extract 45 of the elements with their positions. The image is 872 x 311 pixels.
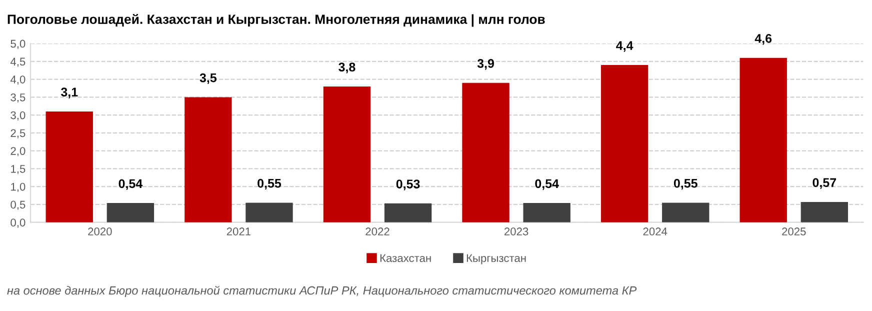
data-label: 4,4: [616, 41, 634, 52]
bar: [462, 82, 510, 222]
data-label: 0,54: [118, 179, 143, 190]
y-tick-label: 2,5: [10, 129, 26, 138]
data-label: 0,55: [674, 178, 698, 190]
chart-title: Поголовье лошадей. Казахстан и Кыргызстан. Многолетняя динамика | млн голов: [8, 14, 545, 27]
legend-label: Кыргызстан: [466, 254, 526, 264]
bar: [523, 203, 570, 222]
data-label: 3,9: [477, 59, 494, 70]
x-tick-label: 2025: [782, 228, 806, 236]
bar: [106, 203, 154, 222]
legend-label: Казахстан: [380, 254, 431, 262]
bar: [184, 97, 232, 222]
bar: [600, 65, 648, 222]
data-label: 0,55: [258, 178, 282, 190]
data-label: 0,57: [812, 178, 836, 189]
x-tick-label: 2021: [226, 228, 251, 236]
y-tick-label: 1,0: [11, 182, 26, 192]
y-tick-label: 2,0: [10, 147, 26, 156]
bar: [800, 202, 848, 222]
bar: [384, 203, 432, 222]
x-tick-label: 2022: [366, 228, 390, 236]
x-tick-label: 2024: [643, 228, 668, 236]
data-label: 3,5: [200, 73, 217, 84]
bar: [662, 202, 710, 222]
x-tick-label: 2020: [88, 228, 112, 236]
y-tick-label: 4,0: [10, 76, 26, 85]
data-label: 0,54: [535, 179, 559, 190]
bar: [246, 202, 293, 222]
data-label: 3,1: [60, 88, 78, 98]
y-tick-label: 4,5: [10, 58, 26, 67]
y-tick-label: 1,5: [11, 165, 26, 174]
x-tick-label: 2023: [504, 228, 528, 236]
data-label: 0,53: [396, 180, 420, 190]
bar: [323, 86, 371, 222]
y-tick-label: 5,0: [10, 40, 26, 49]
y-tick-label: 3,0: [10, 111, 26, 121]
y-tick-label: 3,5: [10, 93, 26, 103]
y-tick-label: 0,5: [10, 200, 26, 210]
data-label: 3,8: [338, 62, 356, 74]
y-tick-label: 0,0: [10, 218, 26, 228]
text: на основе данных Бюро национальной статистики АСПиР РК, Национального статистического комитета КР: [7, 286, 637, 298]
data-label: 4,6: [754, 34, 772, 45]
bar: [740, 58, 787, 222]
bar: [46, 111, 93, 222]
